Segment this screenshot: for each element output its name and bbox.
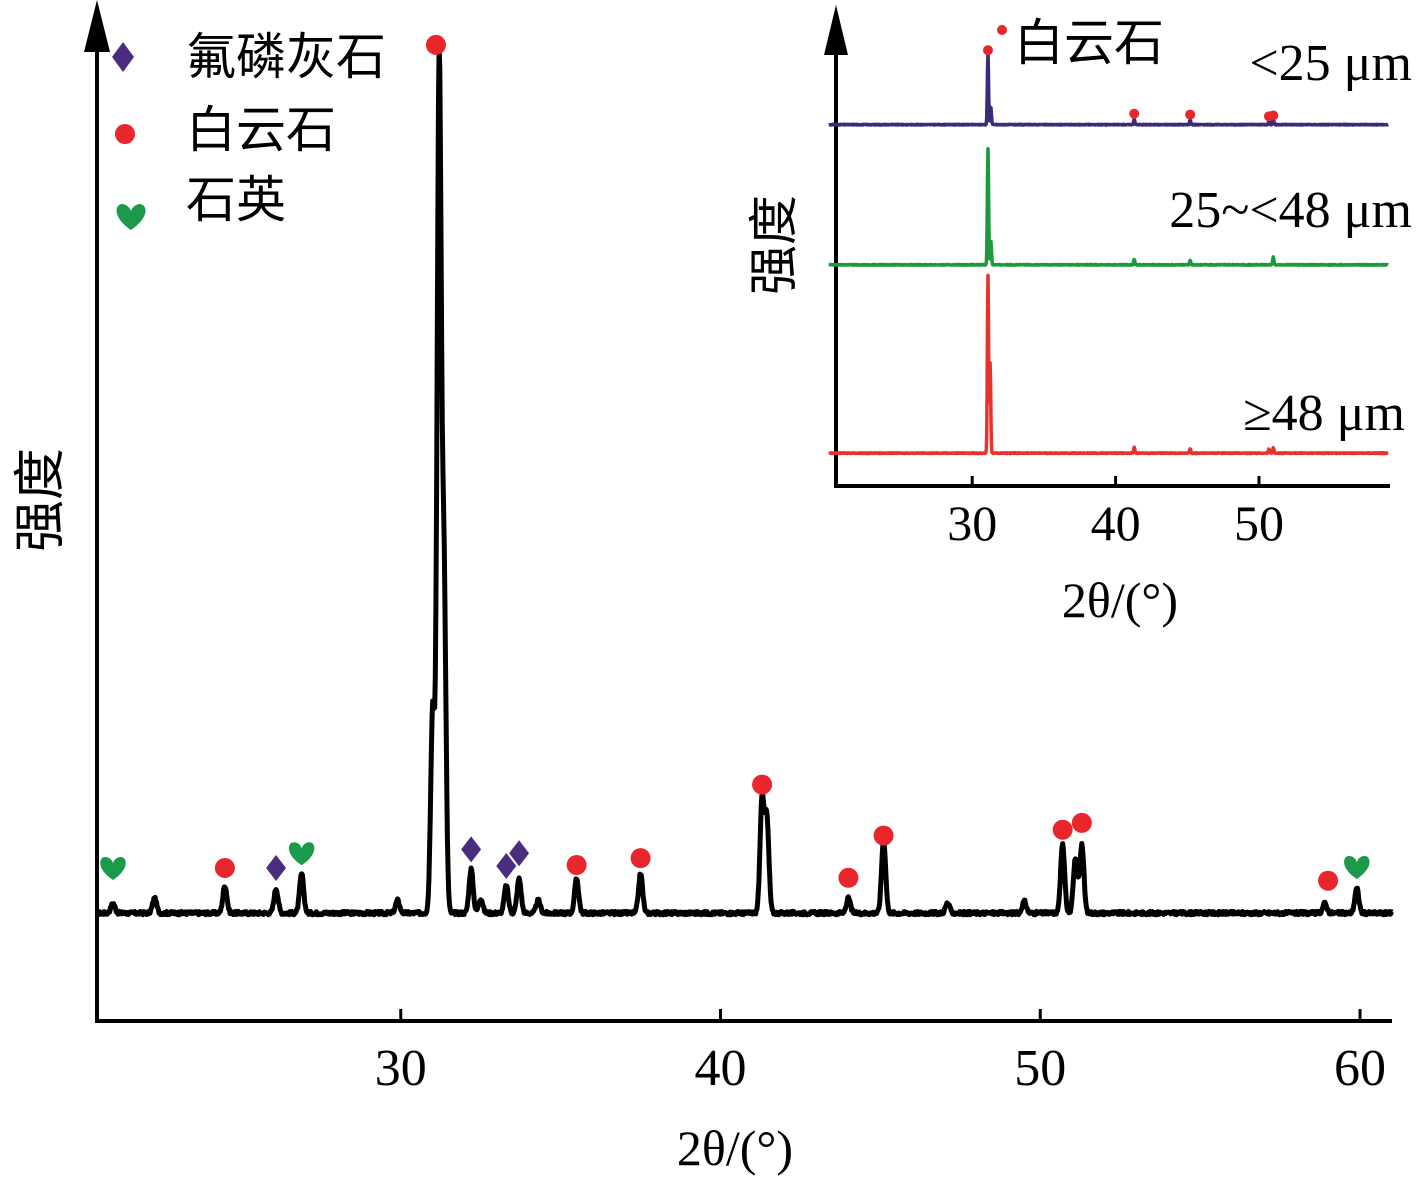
inset-x-ticks: 30 40 50 [947,476,1284,551]
legend-item-dolomite: 白云石 [115,101,336,159]
inset-x-tick-label: 30 [947,495,997,551]
main-x-ticks: 30 40 50 60 [375,1009,1386,1097]
inset-series-line [827,273,1390,456]
series-line-main [95,46,1394,918]
marker-heart [288,842,315,866]
legend-label: 氟磷灰石 [186,28,386,86]
series-label-ge48: ≥48 μm [1243,385,1405,442]
inset-xrd-curves [827,52,1390,456]
diamond-icon [112,42,134,72]
marker-circle [630,848,651,869]
inset-y-axis-arrow-icon [824,5,848,55]
marker-diamond [266,854,287,881]
inset-series-line [827,52,1390,127]
marker-circle [1052,819,1073,840]
marker-circle [1071,812,1092,833]
marker-diamond [496,853,517,880]
marker-circle [1318,870,1339,891]
marker-heart [1344,855,1370,879]
series-label-25-48: 25~<48 μm [1169,182,1412,239]
inset-series-line [827,147,1390,267]
marker-heart [100,856,126,880]
inset-marker-circle [1268,110,1279,121]
marker-circle [873,825,894,846]
inset-y-axis-label: 强度 [745,195,803,295]
marker-diamond [461,836,482,863]
inset-marker-circle [982,45,993,56]
inset-marker-circle [1185,109,1196,120]
inset-annotation-dolomite: 白云石 [997,14,1164,72]
legend-label: 白云石 [186,101,336,159]
inset-plot: 30 40 50 2θ/(°) 强度 白云石 <25 μm 25~<48 μm ≥4… [745,5,1412,628]
legend: 氟磷灰石 白云石 石英 [112,28,386,230]
inset-annotation-label: 白云石 [1014,14,1164,72]
marker-circle [566,855,587,876]
circle-icon [997,25,1007,35]
inset-x-tick-label: 40 [1091,495,1141,551]
main-y-axis-label: 强度 [11,448,71,552]
main-y-axis-arrow-icon [84,0,110,52]
x-tick-label: 60 [1334,1040,1386,1097]
main-plot: 30 40 50 60 2θ/(°) 强度 氟磷灰石 白云石 石英 [11,0,1394,1176]
x-tick-label: 50 [1014,1040,1066,1097]
inset-x-tick-label: 50 [1234,495,1284,551]
inset-x-axis-label: 2θ/(°) [1062,572,1178,628]
main-phase-markers [100,34,1370,891]
legend-label: 石英 [186,171,286,229]
heart-icon [116,204,146,230]
main-x-axis-label: 2θ/(°) [677,1120,793,1176]
series-label-lt25: <25 μm [1249,35,1412,92]
marker-circle [752,774,773,795]
marker-circle [838,867,859,888]
inset-marker-circle [1129,108,1140,119]
marker-circle [425,34,446,55]
legend-item-quartz: 石英 [116,171,286,230]
main-xrd-curve [95,46,1394,918]
marker-circle [214,857,235,878]
circle-icon [115,124,135,144]
inset-phase-markers [982,45,1279,122]
marker-diamond [509,840,530,867]
x-tick-label: 30 [375,1040,427,1097]
legend-item-fluorapatite: 氟磷灰石 [112,28,386,86]
x-tick-label: 40 [695,1040,747,1097]
